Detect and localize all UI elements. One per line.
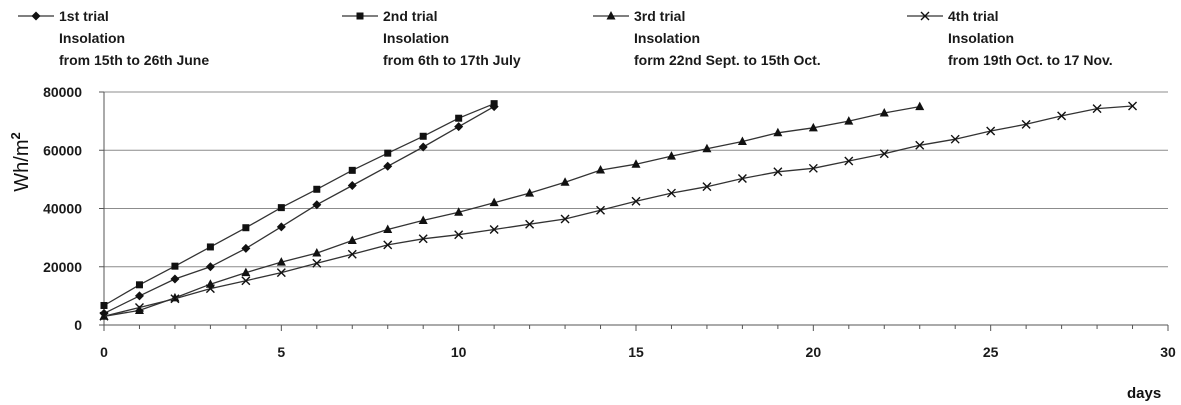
series-4 <box>100 102 1137 320</box>
series-1 <box>100 102 499 318</box>
data-point <box>135 291 144 300</box>
legend-label: 3rd trial <box>634 8 685 24</box>
series-line <box>104 104 494 306</box>
legend-entry-4: 4th trial Insolation from 19th Oct. to 17 … <box>907 8 1113 68</box>
series-2 <box>101 100 498 309</box>
series-lines <box>100 100 1137 320</box>
data-point <box>277 222 286 231</box>
data-point <box>454 122 463 131</box>
y-tick-label: 40000 <box>43 201 82 217</box>
legend-entry-3: 3rd trial Insolation form 22nd Sept. to 15… <box>593 8 821 68</box>
data-point <box>101 302 108 309</box>
x-tick-label: 25 <box>983 344 999 360</box>
x-tick-label: 30 <box>1160 344 1176 360</box>
series-line <box>104 107 494 314</box>
data-point <box>455 115 462 122</box>
data-point <box>383 162 392 171</box>
data-point <box>170 274 179 283</box>
data-point <box>491 100 498 107</box>
legend-marker <box>607 11 616 20</box>
data-point <box>312 200 321 209</box>
legend-entry-2: 2nd trial Insolation from 6th to 17th July <box>342 8 521 68</box>
series-3 <box>100 102 925 320</box>
y-tick-label: 20000 <box>43 259 82 275</box>
legend-marker <box>32 12 41 21</box>
y-axis-title: Wh/m2 <box>8 132 33 191</box>
data-point <box>206 262 215 271</box>
legend-label: Insolation <box>634 30 700 46</box>
x-tick-label: 20 <box>806 344 822 360</box>
y-tick-labels: 0 20000 40000 60000 80000 <box>43 84 82 333</box>
legend-label: from 6th to 17th July <box>383 52 521 68</box>
x-tick-label: 0 <box>100 344 108 360</box>
legend-label: Insolation <box>59 30 125 46</box>
data-point <box>348 181 357 190</box>
data-point <box>348 250 356 258</box>
legend-label: 4th trial <box>948 8 999 24</box>
data-point <box>313 186 320 193</box>
series-line <box>104 106 1133 316</box>
data-point <box>241 244 250 253</box>
legend: 1st trial Insolation from 15th to 26th Jun… <box>18 8 1113 68</box>
data-point <box>384 150 391 157</box>
data-point <box>420 133 427 140</box>
legend-label: from 15th to 26th June <box>59 52 209 68</box>
x-axis-title: days <box>1127 385 1161 402</box>
y-tick-label: 80000 <box>43 84 82 100</box>
data-point <box>242 224 249 231</box>
legend-label: 2nd trial <box>383 8 437 24</box>
legend-label: 1st trial <box>59 8 109 24</box>
data-point <box>915 102 924 111</box>
grid-lines <box>104 92 1168 267</box>
y-tick-label: 0 <box>74 317 82 333</box>
data-point <box>207 243 214 250</box>
y-tick-label: 60000 <box>43 142 82 158</box>
data-point <box>313 259 321 267</box>
x-tick-label: 5 <box>277 344 285 360</box>
x-tick-label: 15 <box>628 344 644 360</box>
data-point <box>171 263 178 270</box>
legend-label: Insolation <box>383 30 449 46</box>
x-tick-label: 10 <box>451 344 467 360</box>
legend-label: form 22nd Sept. to 15th Oct. <box>634 52 821 68</box>
legend-label: Insolation <box>948 30 1014 46</box>
data-point <box>349 167 356 174</box>
data-point <box>136 281 143 288</box>
legend-label: from 19th Oct. to 17 Nov. <box>948 52 1113 68</box>
data-point <box>278 204 285 211</box>
legend-entry-1: 1st trial Insolation from 15th to 26th Jun… <box>18 8 209 68</box>
legend-marker <box>357 13 364 20</box>
x-tick-labels: 0 5 10 15 20 25 30 <box>100 344 1176 360</box>
